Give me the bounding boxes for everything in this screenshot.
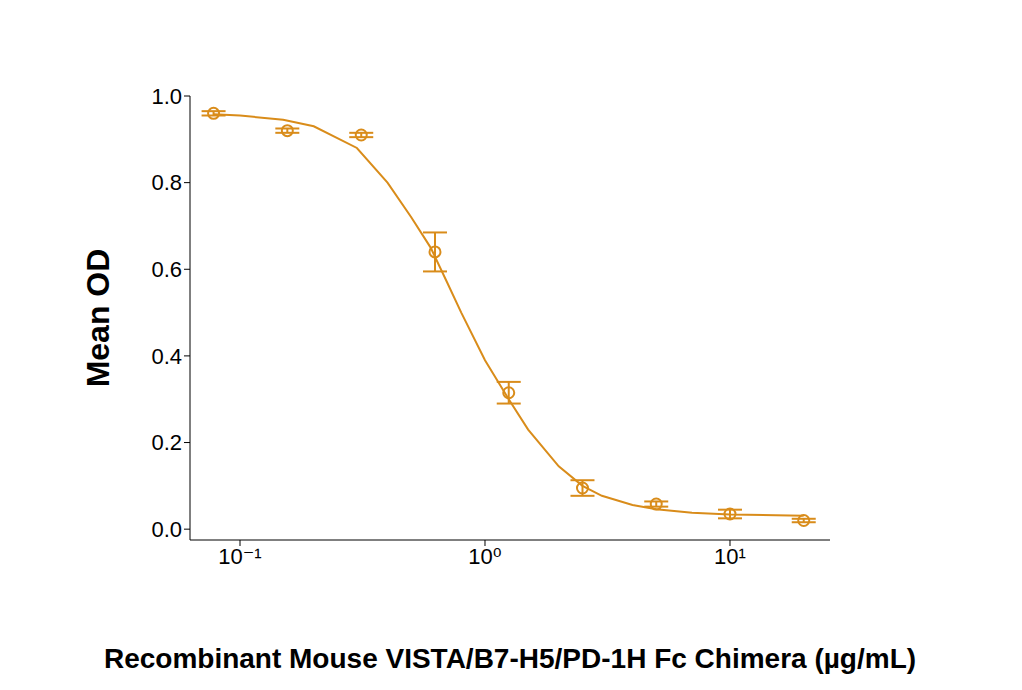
svg-text:Mean OD: Mean OD [80, 249, 116, 388]
svg-text:10¹: 10¹ [714, 544, 746, 569]
svg-text:10⁻¹: 10⁻¹ [218, 544, 261, 569]
svg-text:0.6: 0.6 [151, 257, 182, 282]
svg-text:Recombinant Mouse VISTA/B7-H5/: Recombinant Mouse VISTA/B7-H5/PD-1H Fc C… [104, 643, 916, 674]
svg-text:1.0: 1.0 [151, 84, 182, 109]
svg-text:0.0: 0.0 [151, 517, 182, 542]
svg-text:10⁰: 10⁰ [468, 544, 501, 569]
svg-text:0.4: 0.4 [151, 344, 182, 369]
svg-text:0.2: 0.2 [151, 430, 182, 455]
svg-text:0.8: 0.8 [151, 170, 182, 195]
